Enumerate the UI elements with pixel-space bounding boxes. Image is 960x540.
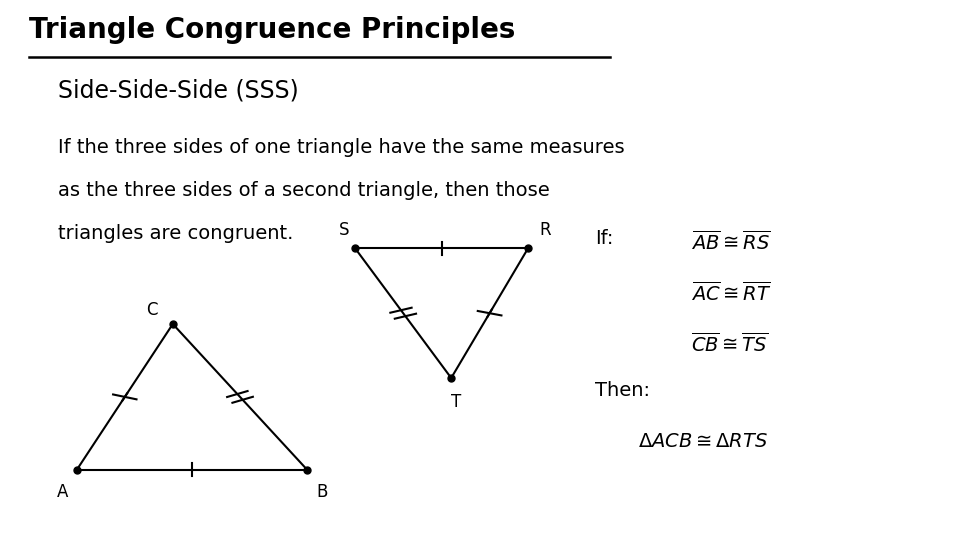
Text: T: T bbox=[451, 393, 461, 411]
Text: $\overline{CB} \cong \overline{TS}$: $\overline{CB} \cong \overline{TS}$ bbox=[691, 332, 768, 356]
Text: as the three sides of a second triangle, then those: as the three sides of a second triangle,… bbox=[58, 181, 549, 200]
Text: B: B bbox=[316, 483, 327, 501]
Text: If the three sides of one triangle have the same measures: If the three sides of one triangle have … bbox=[58, 138, 624, 157]
Text: A: A bbox=[57, 483, 68, 501]
Text: $\overline{AB} \cong \overline{RS}$: $\overline{AB} \cong \overline{RS}$ bbox=[691, 230, 771, 253]
Text: C: C bbox=[146, 301, 157, 319]
Text: $\overline{AC} \cong \overline{RT}$: $\overline{AC} \cong \overline{RT}$ bbox=[691, 281, 772, 305]
Text: Then:: Then: bbox=[595, 381, 650, 400]
Text: If:: If: bbox=[595, 230, 613, 248]
Text: Side-Side-Side (SSS): Side-Side-Side (SSS) bbox=[58, 78, 299, 102]
Text: S: S bbox=[339, 221, 348, 239]
Text: $\Delta ACB \cong \Delta RTS$: $\Delta ACB \cong \Delta RTS$ bbox=[638, 432, 769, 451]
Text: R: R bbox=[540, 221, 551, 239]
Text: triangles are congruent.: triangles are congruent. bbox=[58, 224, 293, 243]
Text: Triangle Congruence Principles: Triangle Congruence Principles bbox=[29, 16, 516, 44]
